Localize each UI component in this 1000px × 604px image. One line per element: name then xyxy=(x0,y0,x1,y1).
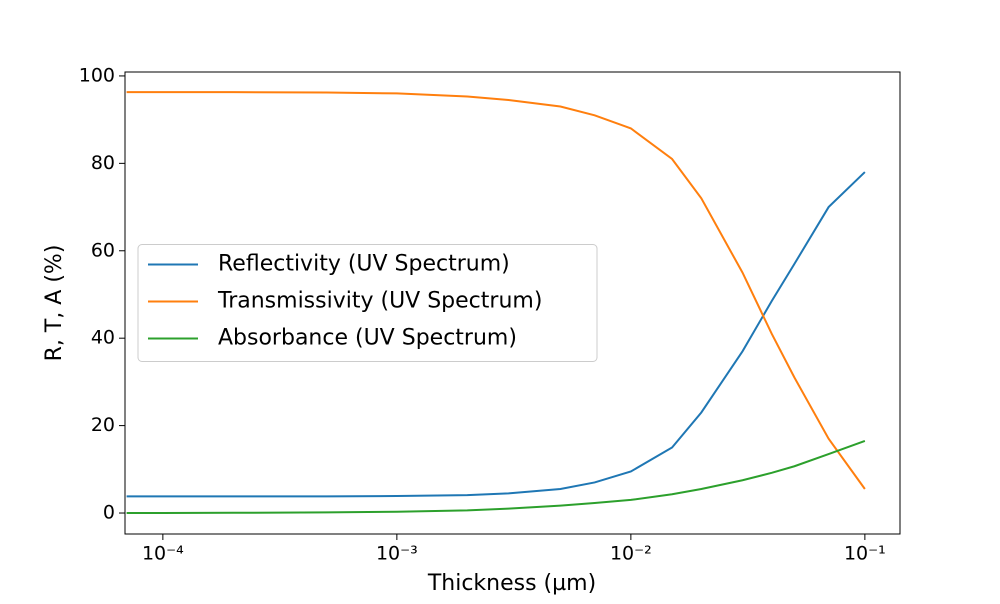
y-tick-label: 20 xyxy=(91,414,115,436)
plot-frame xyxy=(124,71,901,535)
x-tick-label: 10⁻¹ xyxy=(844,543,886,565)
series-line xyxy=(126,91,866,490)
x-tick-label: 10⁻⁴ xyxy=(142,543,184,565)
legend-label: Absorbance (UV Spectrum) xyxy=(218,326,517,351)
y-tick-label: 40 xyxy=(91,327,115,349)
series-line xyxy=(126,439,866,515)
y-tick-label: 80 xyxy=(91,152,115,174)
legend-label: Transmissivity (UV Spectrum) xyxy=(217,289,542,314)
y-axis-label: R, T, A (%) xyxy=(42,245,67,362)
y-tick-label: 60 xyxy=(91,239,115,261)
y-tick-label: 100 xyxy=(79,64,115,86)
legend-box xyxy=(137,244,598,362)
x-axis-label: Thickness (µm) xyxy=(427,571,596,596)
x-tick-label: 10⁻² xyxy=(610,543,652,565)
legend-label: Reflectivity (UV Spectrum) xyxy=(218,252,510,277)
x-tick-label: 10⁻³ xyxy=(376,543,418,565)
series-line xyxy=(126,171,866,498)
y-tick-label: 0 xyxy=(103,502,115,524)
